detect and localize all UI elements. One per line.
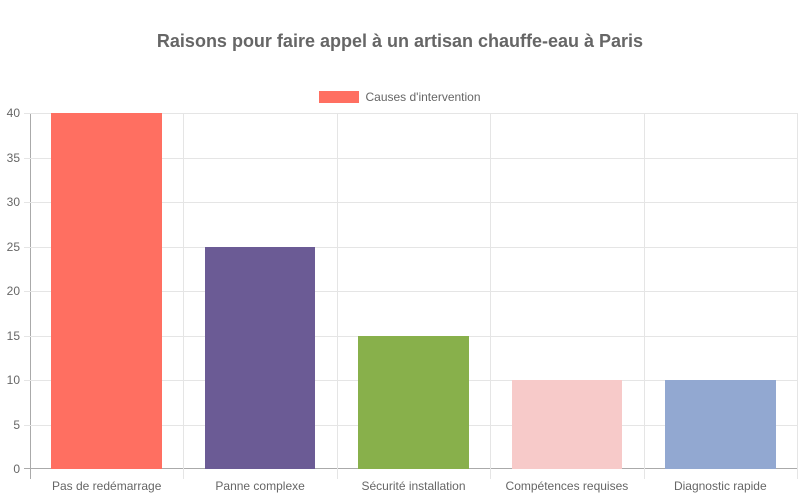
y-tick-label: 35 — [6, 150, 20, 165]
h-gridline — [24, 157, 797, 159]
y-tick-label: 25 — [6, 239, 20, 254]
y-tick-label: 15 — [6, 328, 20, 343]
legend-label: Causes d'intervention — [365, 90, 481, 104]
v-gridline — [643, 113, 645, 479]
y-tick-label: 0 — [13, 462, 20, 476]
bar[interactable] — [51, 113, 162, 469]
v-gridline — [183, 113, 185, 479]
legend[interactable]: Causes d'intervention — [0, 90, 800, 104]
h-gridline — [24, 246, 797, 248]
bar[interactable] — [665, 380, 776, 469]
chart-title: Raisons pour faire appel à un artisan ch… — [156, 31, 644, 51]
plot-area — [24, 113, 798, 479]
legend-swatch — [319, 91, 360, 103]
bar[interactable] — [358, 335, 469, 469]
x-tick-label: Sécurité installation — [361, 479, 466, 493]
y-tick-label: 30 — [6, 195, 20, 209]
v-gridline — [797, 113, 798, 479]
v-gridline — [336, 113, 338, 479]
y-tick-label: 10 — [6, 373, 20, 387]
x-tick-label: Compétences requises — [505, 479, 629, 493]
bar[interactable] — [511, 380, 623, 469]
h-gridline — [24, 113, 797, 114]
y-tick-label: 40 — [6, 106, 20, 120]
y-tick-label: 5 — [13, 417, 20, 432]
x-tick-label: Pas de redémarrage — [51, 479, 162, 493]
h-gridline — [24, 202, 797, 203]
y-tick-label: 20 — [6, 284, 20, 298]
bar[interactable] — [204, 246, 316, 469]
x-tick-label: Panne complexe — [215, 479, 305, 493]
y-axis-line — [30, 113, 31, 479]
v-gridline — [490, 113, 492, 479]
x-tick-label: Diagnostic rapide — [673, 479, 767, 493]
h-gridline — [24, 291, 797, 292]
